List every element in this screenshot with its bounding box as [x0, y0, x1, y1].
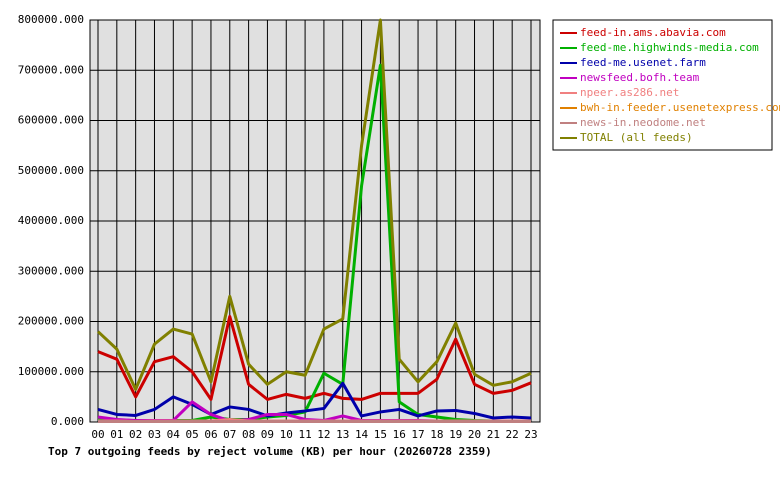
legend-label: news-in.neodome.net: [580, 116, 706, 129]
y-tick-label: 800000.000: [18, 13, 84, 26]
x-tick-label: 22: [506, 428, 519, 441]
x-tick-label: 00: [91, 428, 104, 441]
x-tick-label: 12: [317, 428, 330, 441]
y-tick-label: 500000.000: [18, 164, 84, 177]
series-line: [97, 381, 532, 420]
x-tick-label: 15: [374, 428, 387, 441]
x-tick-label: 09: [261, 428, 274, 441]
y-tick-label: 300000.000: [18, 264, 84, 277]
y-tick-label: 100000.000: [18, 365, 84, 378]
x-tick-label: 14: [355, 428, 369, 441]
x-tick-label: 03: [148, 428, 161, 441]
legend-label: feed-in.ams.abavia.com: [580, 26, 726, 39]
legend-label: feed-me.usenet.farm: [580, 56, 706, 69]
legend-label: feed-me.highwinds-media.com: [580, 41, 759, 54]
x-tick-label: 05: [186, 428, 199, 441]
legend-label: bwh-in.feeder.usenetexpress.com: [580, 101, 780, 114]
legend-label: newsfeed.bofh.team: [580, 71, 700, 84]
legend: [552, 19, 773, 151]
x-tick-label: 07: [223, 428, 236, 441]
y-tick-label: 200000.000: [18, 315, 84, 328]
y-tick-label: 0.000: [51, 415, 84, 428]
legend-label: npeer.as286.net: [580, 86, 679, 99]
x-tick-label: 18: [430, 428, 443, 441]
y-tick-label: 600000.000: [18, 114, 84, 127]
x-tick-label: 16: [393, 428, 406, 441]
y-tick-label: 700000.000: [18, 63, 84, 76]
x-tick-label: 02: [129, 428, 142, 441]
x-tick-label: 23: [524, 428, 537, 441]
x-tick-label: 04: [167, 428, 181, 441]
y-tick-label: 400000.000: [18, 214, 84, 227]
x-tick-label: 06: [204, 428, 217, 441]
x-tick-label: 21: [487, 428, 500, 441]
chart-title: Top 7 outgoing feeds by reject volume (K…: [48, 445, 492, 458]
series-line: [96, 18, 532, 391]
x-tick-label: 01: [110, 428, 123, 441]
x-tick-label: 08: [242, 428, 255, 441]
x-tick-label: 13: [336, 428, 349, 441]
x-tick-label: 10: [280, 428, 293, 441]
x-tick-label: 19: [449, 428, 462, 441]
x-tick-label: 20: [468, 428, 481, 441]
legend-label: TOTAL (all feeds): [580, 131, 693, 144]
x-tick-label: 11: [298, 428, 311, 441]
x-tick-label: 17: [411, 428, 424, 441]
